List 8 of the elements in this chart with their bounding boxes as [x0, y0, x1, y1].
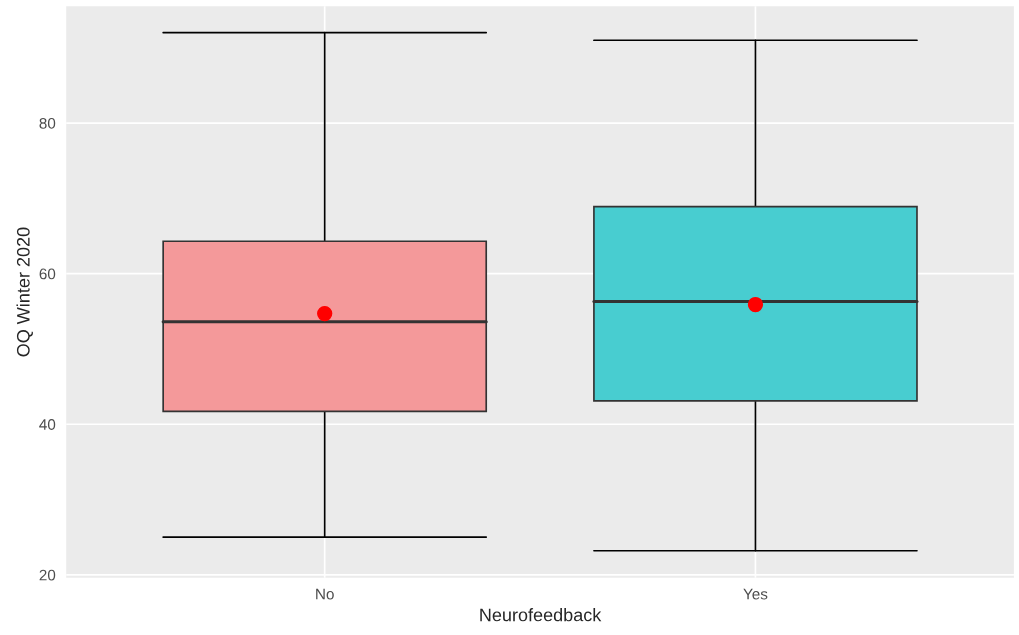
y-tick-label: 80: [39, 117, 56, 129]
x-axis-title: Neurofeedback: [480, 608, 602, 622]
y-tick-label: 60: [39, 268, 56, 280]
y-tick-label: 20: [39, 569, 56, 581]
y-axis-title: OQ Winter 2020: [16, 227, 33, 357]
y-tick-label: 40: [39, 419, 56, 430]
x-tick-label: Yes: [743, 588, 768, 600]
x-tick-label: No: [316, 588, 334, 600]
